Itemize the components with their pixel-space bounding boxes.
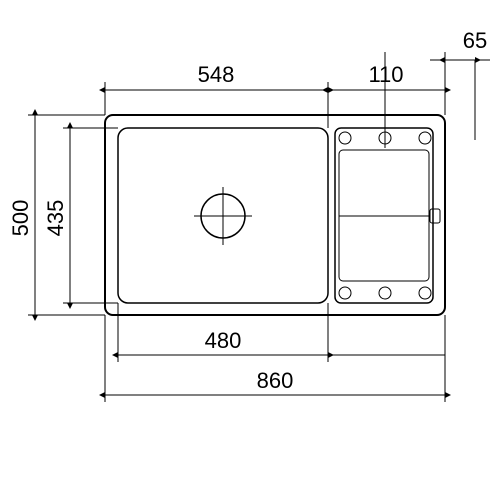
dim-110: 110	[368, 62, 403, 87]
extension-lines	[28, 52, 475, 402]
dimension-lines	[35, 60, 490, 395]
dim-548: 548	[198, 62, 235, 87]
overflow-slot	[430, 209, 440, 223]
dim-500: 500	[8, 200, 33, 237]
dim-65: 65	[463, 28, 487, 53]
drain-hole	[194, 187, 252, 245]
dim-860: 860	[257, 368, 294, 393]
dim-480: 480	[205, 328, 242, 353]
tap-holes	[339, 108, 431, 299]
outer-body	[105, 115, 445, 315]
dim-435: 435	[43, 200, 68, 237]
sink-technical-drawing: 548 110 65 500 435 480 860	[0, 0, 500, 500]
